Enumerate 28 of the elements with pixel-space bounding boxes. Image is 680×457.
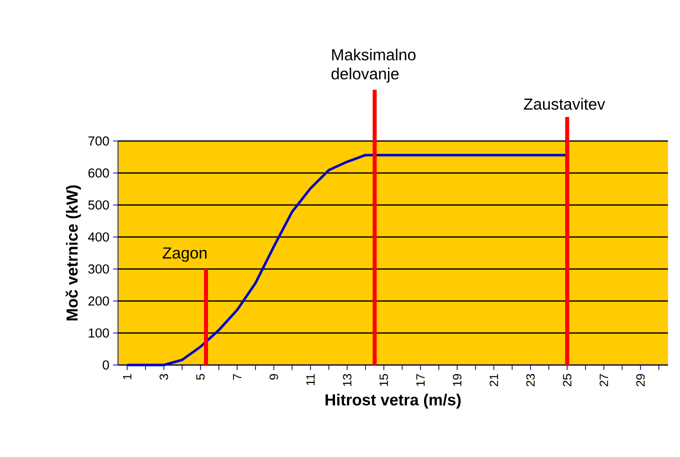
x-tick-label: 5 xyxy=(196,374,205,380)
x-tick-label: 3 xyxy=(160,374,168,380)
y-tick-label: 100 xyxy=(88,328,109,338)
ref-line-label: Zaustavitev xyxy=(524,98,606,110)
x-tick-label: 25 xyxy=(562,374,572,386)
x-tick-label: 11 xyxy=(306,374,315,386)
y-tick-label: 300 xyxy=(88,264,109,274)
x-tick-label: 23 xyxy=(526,374,535,386)
ref-line-label: Maksimalno delovanje xyxy=(332,48,416,83)
y-tick-label: 0 xyxy=(102,360,109,370)
y-tick-label: 200 xyxy=(88,296,109,306)
ref-line-label: Zagon xyxy=(162,247,207,262)
y-tick-label: 400 xyxy=(88,232,109,242)
x-tick-label: 15 xyxy=(380,374,388,386)
x-tick-label: 21 xyxy=(490,374,498,386)
y-axis-title: Moč vetrnice (kW) xyxy=(66,185,81,320)
x-axis-title: Hitrost vetra (m/s) xyxy=(326,394,461,409)
x-tick-label: 1 xyxy=(123,374,132,380)
x-tick-label: 27 xyxy=(600,374,608,386)
x-tick-label: 13 xyxy=(342,374,352,386)
y-tick-label: 500 xyxy=(88,200,109,210)
x-tick-label: 9 xyxy=(270,374,278,380)
x-tick-label: 19 xyxy=(452,374,462,386)
x-tick-label: 7 xyxy=(233,374,242,380)
x-tick-label: 29 xyxy=(636,374,645,386)
y-tick-label: 600 xyxy=(88,168,109,178)
x-tick-label: 17 xyxy=(416,374,425,386)
y-tick-label: 700 xyxy=(88,136,109,146)
